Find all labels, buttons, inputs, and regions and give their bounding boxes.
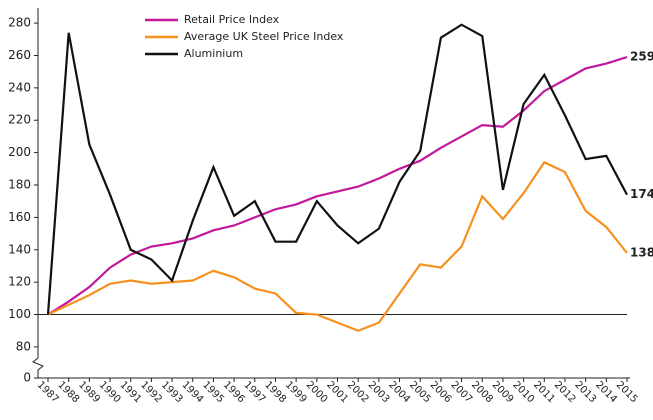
x-tick-label: 1990 [97,379,123,405]
x-tick-label: 2008 [469,379,495,405]
x-tick-label: 1994 [180,379,206,405]
legend-label: Average UK Steel Price Index [184,30,344,43]
x-tick-label: 2007 [448,379,474,405]
y-tick-label: 0 [23,371,31,385]
y-tick-label: 200 [8,145,31,159]
x-tick-label: 1999 [283,379,309,405]
legend-label: Retail Price Index [184,13,280,26]
x-tick-label: 2009 [490,379,516,405]
y-tick-label: 160 [8,210,31,224]
x-tick-label: 2006 [428,379,454,405]
x-tick-label: 2000 [304,379,330,405]
x-tick-label: 1993 [159,379,185,405]
x-tick-label: 2002 [345,379,371,405]
x-tick-label: 2013 [572,379,598,405]
y-tick-label: 260 [8,48,31,62]
x-tick-label: 2010 [510,379,536,405]
x-tick-label: 1995 [200,379,226,405]
y-tick-label: 220 [8,113,31,127]
y-tick-label: 280 [8,16,31,30]
x-tick-label: 2003 [366,379,392,405]
x-tick-label: 1989 [76,379,102,405]
axis-break [32,357,44,378]
series-line [47,160,628,332]
x-tick-label: 1991 [117,379,143,405]
y-tick-label: 140 [8,242,31,256]
y-tick-label: 240 [8,80,31,94]
series-line [46,23,628,315]
x-tick-label: 2015 [614,379,640,405]
x-tick-label: 1988 [55,379,81,405]
legend-label: Aluminium [184,47,243,60]
x-tick-label: 1992 [138,379,164,405]
series-line [47,56,628,316]
x-tick-label: 2001 [324,379,350,405]
y-tick-label: 80 [16,339,31,353]
x-tick-label: 2014 [593,379,619,405]
y-tick-label: 120 [8,275,31,289]
end-label: 174 [630,187,653,201]
x-tick-label: 2004 [386,379,412,405]
y-tick-label: 180 [8,178,31,192]
end-label: 259 [630,50,653,64]
x-tick-label: 2012 [552,379,578,405]
x-tick-label: 2011 [531,379,557,405]
x-tick-label: 1996 [221,379,247,405]
x-tick-label: 1998 [262,379,288,405]
x-tick-label: 1987 [35,379,61,405]
end-label: 138 [630,246,653,260]
x-tick-label: 1997 [242,379,268,405]
y-tick-label: 100 [8,307,31,321]
x-tick-label: 2005 [407,379,433,405]
